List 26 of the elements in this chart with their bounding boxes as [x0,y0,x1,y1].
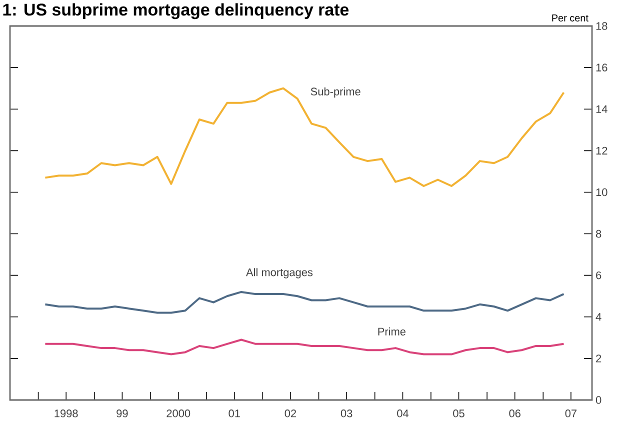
y-tick-label: 0 [596,396,602,404]
y-tick-label: 8 [596,230,602,238]
y-tick-label: 4 [596,313,602,321]
x-tick-label: 05 [453,410,464,418]
x-tick-label: 2000 [166,410,190,418]
series-label: All mortgages [246,268,313,278]
x-tick-label: 07 [565,410,577,418]
y-tick-label: 12 [596,146,608,154]
series-label: Sub-prime [310,87,360,98]
y-tick-label: 2 [596,354,602,362]
x-tick-label: 1998 [54,410,78,418]
y-tick-label: 10 [596,188,608,196]
x-tick-label: 04 [397,410,409,418]
x-tick-label: 99 [116,410,128,418]
x-tick-label: 01 [228,410,240,418]
y-tick-label: 14 [596,105,608,113]
y-tick-label: 16 [596,64,608,72]
y-tick-label: 6 [596,271,602,280]
x-tick-label: 03 [340,410,352,418]
y-axis-title: Per cent [552,14,588,22]
y-tick-label: 18 [596,22,608,30]
line-series [44,87,565,187]
x-tick-label: 02 [284,410,296,418]
x-tick-label: 06 [509,410,520,418]
chart-title: 1: US subprime mortgage delinquency rate [3,3,349,20]
series-label: Prime [378,327,406,336]
